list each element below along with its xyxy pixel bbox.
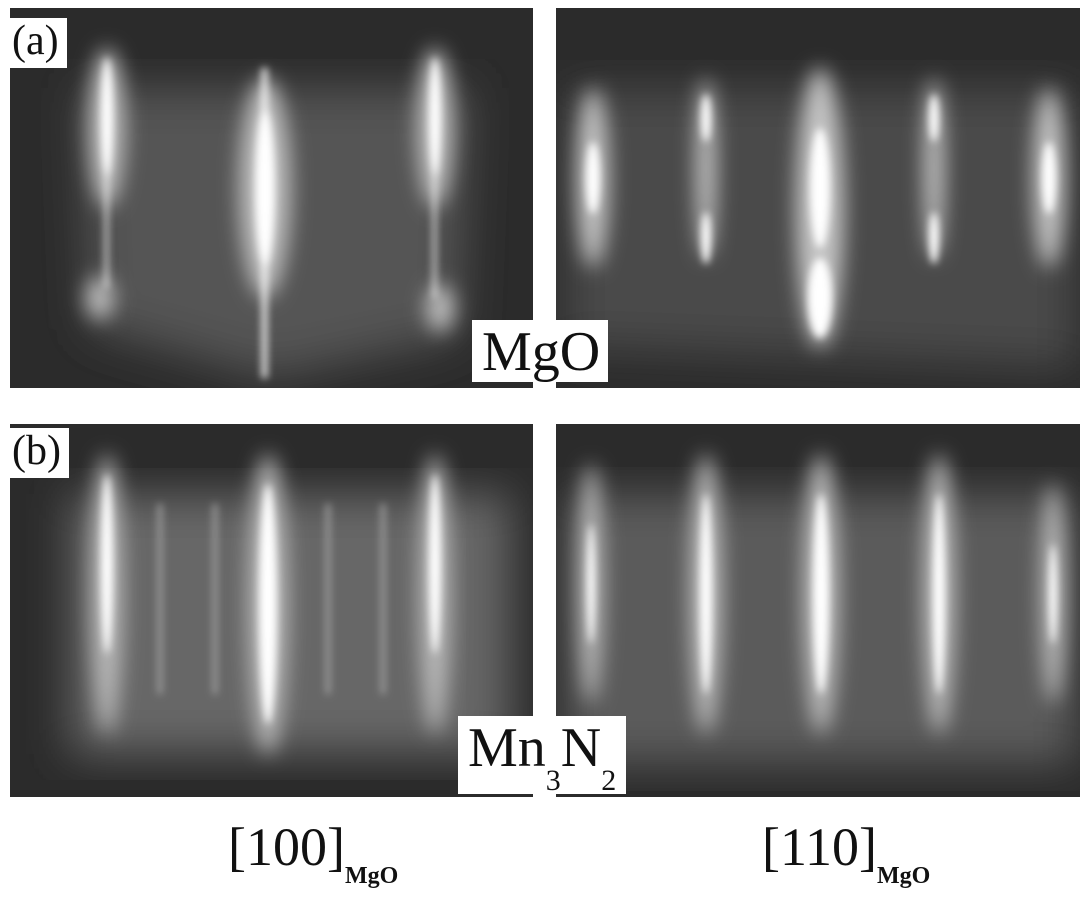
material-label-mn3n2: Mn3N2 bbox=[458, 716, 627, 797]
rheed-pattern-b-100 bbox=[10, 424, 533, 797]
n-symbol: N bbox=[560, 717, 602, 779]
rheed-pattern-a-100 bbox=[10, 8, 533, 388]
direction-110-sub: MgO bbox=[876, 863, 931, 889]
n-subscript: 2 bbox=[601, 764, 617, 797]
rheed-pattern-b-110 bbox=[556, 424, 1080, 797]
panel-label-a: (a) bbox=[6, 18, 67, 68]
direction-100-main: [100] bbox=[228, 817, 345, 877]
direction-100-sub: MgO bbox=[344, 863, 399, 889]
mn-symbol: Mn bbox=[468, 717, 546, 779]
material-label-mgo: MgO bbox=[472, 320, 609, 382]
direction-label-110: [110]MgO bbox=[762, 817, 930, 888]
rheed-pattern-a-110 bbox=[556, 8, 1080, 388]
direction-label-100: [100]MgO bbox=[228, 817, 398, 888]
mn-subscript: 3 bbox=[545, 764, 561, 797]
direction-110-main: [110] bbox=[762, 817, 877, 877]
panel-label-b: (b) bbox=[6, 428, 69, 478]
